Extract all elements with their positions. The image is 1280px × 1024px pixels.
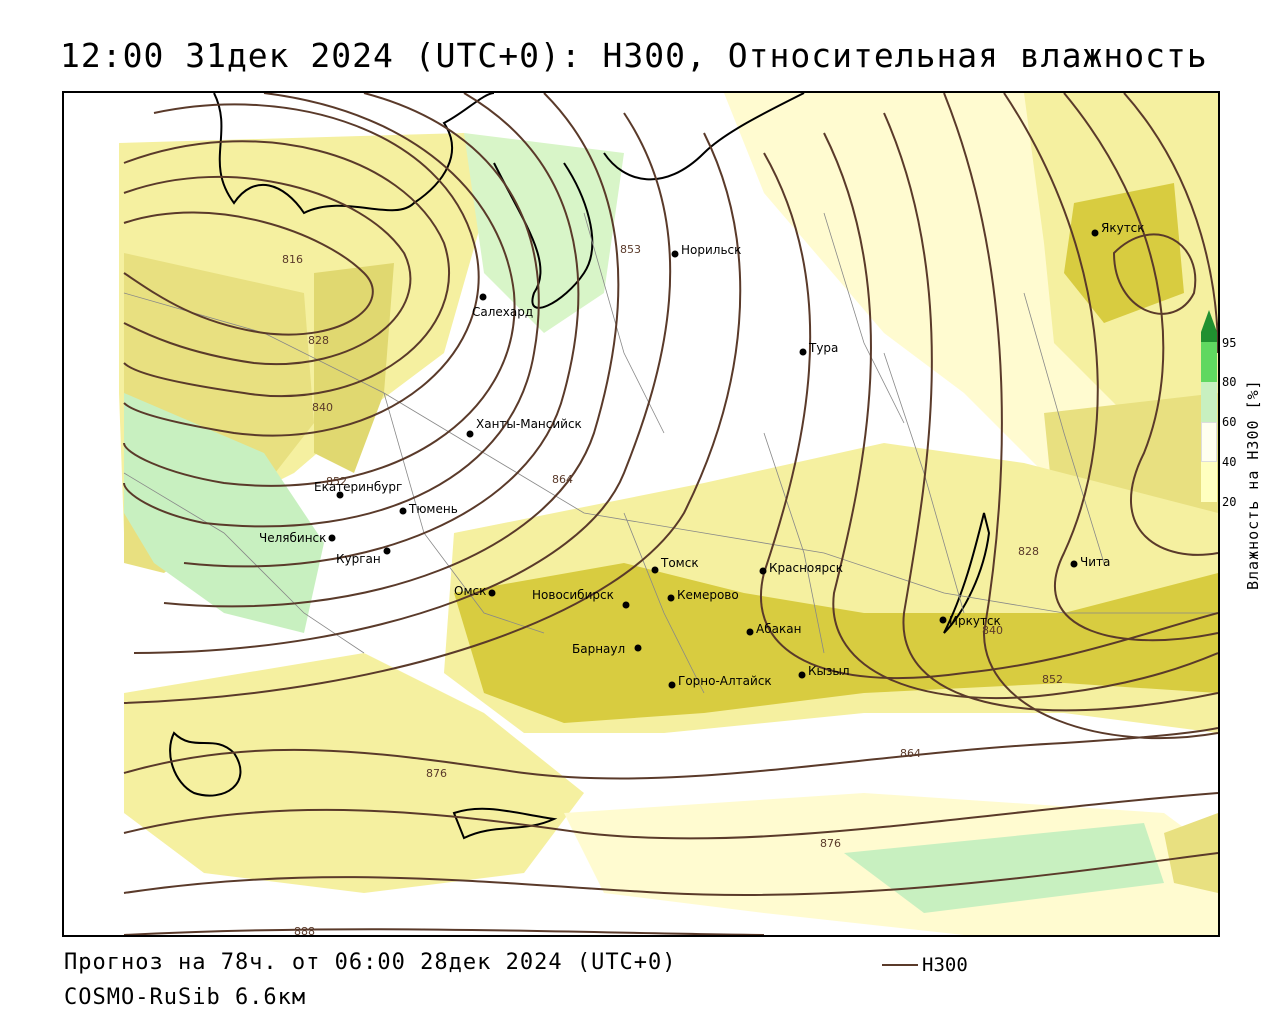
isoline-label: 853 bbox=[620, 243, 641, 256]
city-dot bbox=[466, 430, 474, 438]
city-label: Чита bbox=[1080, 555, 1110, 569]
city-label: Екатеринбург bbox=[314, 480, 402, 494]
city-label: Омск bbox=[454, 584, 486, 598]
isoline-label: 852 bbox=[1042, 673, 1063, 686]
city-dot bbox=[746, 628, 754, 636]
city-dot bbox=[383, 547, 391, 555]
map-canvas: 816 828 840 852 853 864 876 888 828 840 … bbox=[119, 93, 1218, 935]
city-label: Новосибирск bbox=[532, 588, 614, 602]
isoline-label: 864 bbox=[552, 473, 573, 486]
city-dot bbox=[667, 594, 675, 602]
colorbar-tick: 95 bbox=[1222, 336, 1237, 350]
map-title: 12:00 31дек 2024 (UTC+0): H300, Относите… bbox=[60, 36, 1208, 75]
city-dot bbox=[1091, 229, 1099, 237]
isoline-label: 840 bbox=[312, 401, 333, 414]
city-dot bbox=[651, 566, 659, 574]
city-dot bbox=[328, 534, 336, 542]
colorbar-seg-80 bbox=[1201, 342, 1217, 382]
city-label: Красноярск bbox=[769, 561, 843, 575]
city-label: Кызыл bbox=[808, 664, 850, 678]
colorbar-seg-95 bbox=[1201, 332, 1217, 342]
city-dot bbox=[939, 616, 947, 624]
colorbar-tick: 20 bbox=[1222, 495, 1237, 509]
forecast-info: Прогноз на 78ч. от 06:00 28дек 2024 (UTC… bbox=[64, 950, 677, 975]
city-label: Якутск bbox=[1101, 221, 1145, 235]
city-label: Ханты-Мансийск bbox=[476, 417, 582, 431]
city-label: Томск bbox=[660, 556, 699, 570]
isoline-labels: 816 828 840 852 853 864 876 888 828 840 … bbox=[282, 243, 1063, 935]
city-label: Салехард bbox=[472, 305, 533, 319]
city-dot bbox=[336, 491, 344, 499]
isoline-label: 840 bbox=[982, 624, 1003, 637]
colorbar-arrow bbox=[1201, 310, 1217, 332]
colorbar-seg-60 bbox=[1201, 382, 1217, 422]
humidity-fill bbox=[119, 93, 1218, 935]
h300-isolines bbox=[123, 93, 1218, 935]
isoline-label: 876 bbox=[820, 837, 841, 850]
city-dot bbox=[399, 507, 407, 515]
city-dot bbox=[634, 644, 642, 652]
city-label: Тура bbox=[808, 341, 838, 355]
isoline-label: 888 bbox=[294, 925, 315, 935]
colorbar-tick: 60 bbox=[1222, 415, 1237, 429]
colorbar-seg-40 bbox=[1201, 422, 1217, 462]
admin-borders bbox=[123, 212, 1218, 694]
isoline-label: 864 bbox=[900, 747, 921, 760]
city-dot bbox=[622, 601, 630, 609]
h300-legend-line bbox=[882, 964, 918, 966]
city-dot bbox=[1070, 560, 1078, 568]
city-dot bbox=[671, 250, 679, 258]
city-label: Тюмень bbox=[408, 502, 458, 516]
city-label: Курган bbox=[336, 552, 381, 566]
city-label: Барнаул bbox=[572, 642, 625, 656]
isoline-label: 876 bbox=[426, 767, 447, 780]
colorbar-tick: 40 bbox=[1222, 455, 1237, 469]
h300-legend-label: H300 bbox=[922, 954, 968, 976]
city-label: Норильск bbox=[681, 243, 741, 257]
colorbar-tick: 80 bbox=[1222, 375, 1237, 389]
city-dot bbox=[488, 589, 496, 597]
city-dot bbox=[479, 293, 487, 301]
weather-map: 816 828 840 852 853 864 876 888 828 840 … bbox=[62, 91, 1220, 937]
city-label: Иркутск bbox=[949, 614, 1001, 628]
isoline-label: 828 bbox=[308, 334, 329, 347]
city-dot bbox=[799, 348, 807, 356]
city-dot bbox=[759, 567, 767, 575]
isoline-label: 828 bbox=[1018, 545, 1039, 558]
isoline-label: 816 bbox=[282, 253, 303, 266]
city-label: Кемерово bbox=[677, 588, 739, 602]
model-name: COSMO-RuSib 6.6км bbox=[64, 985, 307, 1010]
city-dot bbox=[798, 671, 806, 679]
colorbar-seg-20 bbox=[1201, 462, 1217, 502]
city-dot bbox=[668, 681, 676, 689]
isoline-label: 852 bbox=[326, 475, 347, 488]
colorbar-title: Влажность на H300 [%] bbox=[1244, 379, 1262, 590]
city-label: Горно-Алтайск bbox=[678, 674, 772, 688]
city-label: Челябинск bbox=[259, 531, 326, 545]
city-label: Абакан bbox=[756, 622, 801, 636]
city-markers: Салехард Норильск Якутск Тура Ханты-Манс… bbox=[259, 221, 1145, 689]
